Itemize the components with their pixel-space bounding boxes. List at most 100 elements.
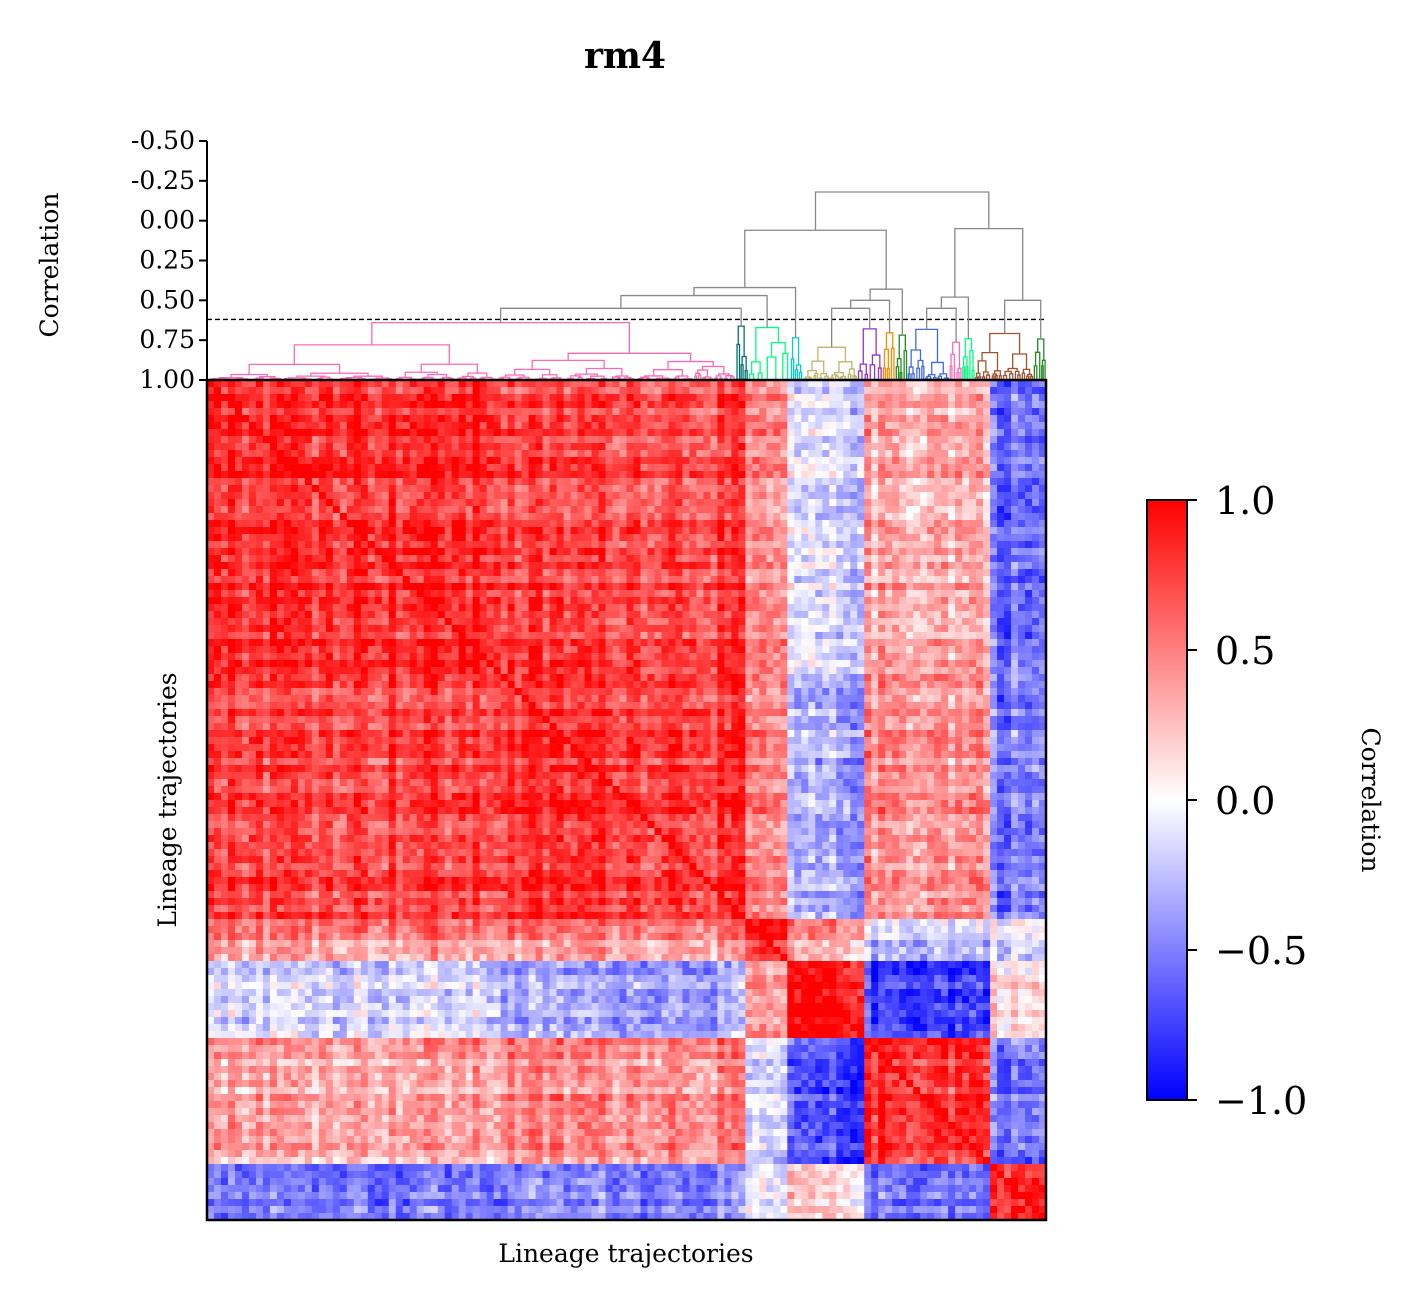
heatmap-cell: [1018, 611, 1026, 619]
heatmap-cell: [808, 401, 816, 409]
heatmap-cell: [234, 639, 243, 647]
heatmap-cell: [213, 534, 222, 542]
heatmap-cell: [325, 590, 334, 598]
heatmap-cell: [584, 478, 593, 486]
heatmap-cell: [262, 394, 271, 402]
heatmap-cell: [752, 583, 760, 591]
heatmap-cell: [255, 590, 264, 598]
heatmap-cell: [507, 387, 516, 395]
heatmap-cell: [402, 415, 411, 423]
heatmap-cell: [276, 387, 285, 395]
heatmap-cell: [808, 639, 816, 647]
heatmap-cell: [822, 492, 830, 500]
heatmap-cell: [745, 611, 753, 619]
heatmap-cell: [479, 590, 488, 598]
heatmap-cell: [514, 520, 523, 528]
heatmap-cell: [556, 569, 565, 577]
heatmap-cell: [640, 632, 649, 640]
heatmap-cell: [976, 639, 984, 647]
heatmap-cell: [304, 625, 313, 633]
heatmap-cell: [276, 408, 285, 416]
heatmap-cell: [486, 646, 495, 654]
heatmap-cell: [871, 471, 879, 479]
heatmap-cell: [262, 457, 271, 465]
heatmap-cell: [878, 527, 886, 535]
heatmap-cell: [836, 639, 844, 647]
dendrogram-link: [567, 352, 692, 362]
heatmap-cell: [766, 555, 774, 563]
heatmap-cell: [276, 618, 285, 626]
heatmap-cell: [542, 478, 551, 486]
heatmap-cell: [668, 639, 677, 647]
heatmap-cell: [332, 408, 341, 416]
heatmap-cell: [514, 457, 523, 465]
heatmap-cell: [458, 380, 467, 388]
heatmap-cell: [808, 499, 816, 507]
heatmap-cell: [1011, 492, 1019, 500]
heatmap-cell: [528, 618, 537, 626]
heatmap-cell: [969, 576, 977, 584]
heatmap-cell: [437, 443, 446, 451]
heatmap-cell: [437, 590, 446, 598]
heatmap-cell: [444, 492, 453, 500]
heatmap-cell: [738, 380, 746, 388]
heatmap-cell: [668, 562, 677, 570]
heatmap-cell: [787, 471, 795, 479]
heatmap-cell: [409, 485, 418, 493]
heatmap-cell: [207, 485, 215, 493]
heatmap-cell: [969, 625, 977, 633]
heatmap-cell: [878, 618, 886, 626]
heatmap-cell: [745, 506, 753, 514]
heatmap-cell: [381, 632, 390, 640]
heatmap-cell: [409, 450, 418, 458]
heatmap-cell: [899, 569, 907, 577]
heatmap-cell: [787, 562, 795, 570]
heatmap-cell: [703, 597, 711, 605]
heatmap-cell: [703, 478, 711, 486]
heatmap-cell: [521, 513, 530, 521]
heatmap-cell: [542, 422, 551, 430]
heatmap-cell: [1032, 604, 1040, 612]
heatmap-cell: [556, 394, 565, 402]
heatmap-cell: [976, 625, 984, 633]
heatmap-cell: [570, 443, 579, 451]
dendrogram-link: [1012, 353, 1028, 370]
heatmap-cell: [591, 548, 600, 556]
heatmap-cell: [990, 422, 998, 430]
heatmap-cell: [1039, 478, 1047, 486]
heatmap-cell: [360, 625, 369, 633]
heatmap-cell: [598, 464, 607, 472]
heatmap-cell: [549, 618, 558, 626]
heatmap-cell: [724, 387, 732, 395]
heatmap-cell: [500, 436, 509, 444]
heatmap-cell: [941, 513, 949, 521]
heatmap-cell: [801, 492, 809, 500]
heatmap-cell: [738, 611, 746, 619]
heatmap-cell: [899, 611, 907, 619]
heatmap-cell: [220, 639, 229, 647]
heatmap-cell: [934, 415, 942, 423]
heatmap-cell: [696, 506, 705, 514]
heatmap-cell: [430, 548, 439, 556]
heatmap-cell: [619, 583, 628, 591]
heatmap-cell: [752, 569, 760, 577]
heatmap-cell: [234, 485, 243, 493]
heatmap-cell: [1004, 394, 1012, 402]
heatmap-cell: [815, 422, 823, 430]
heatmap-cell: [717, 471, 725, 479]
heatmap-cell: [808, 443, 816, 451]
heatmap-cell: [556, 380, 565, 388]
heatmap-cell: [535, 415, 544, 423]
heatmap-cell: [1032, 632, 1040, 640]
heatmap-cell: [598, 394, 607, 402]
heatmap-cell: [829, 450, 837, 458]
heatmap-cell: [857, 457, 865, 465]
heatmap-cell: [843, 394, 851, 402]
heatmap-cell: [871, 576, 879, 584]
heatmap-cell: [591, 380, 600, 388]
heatmap-cell: [311, 450, 320, 458]
heatmap-cell: [801, 646, 809, 654]
heatmap-cell: [549, 436, 558, 444]
heatmap-cell: [871, 527, 879, 535]
heatmap-cell: [367, 597, 376, 605]
